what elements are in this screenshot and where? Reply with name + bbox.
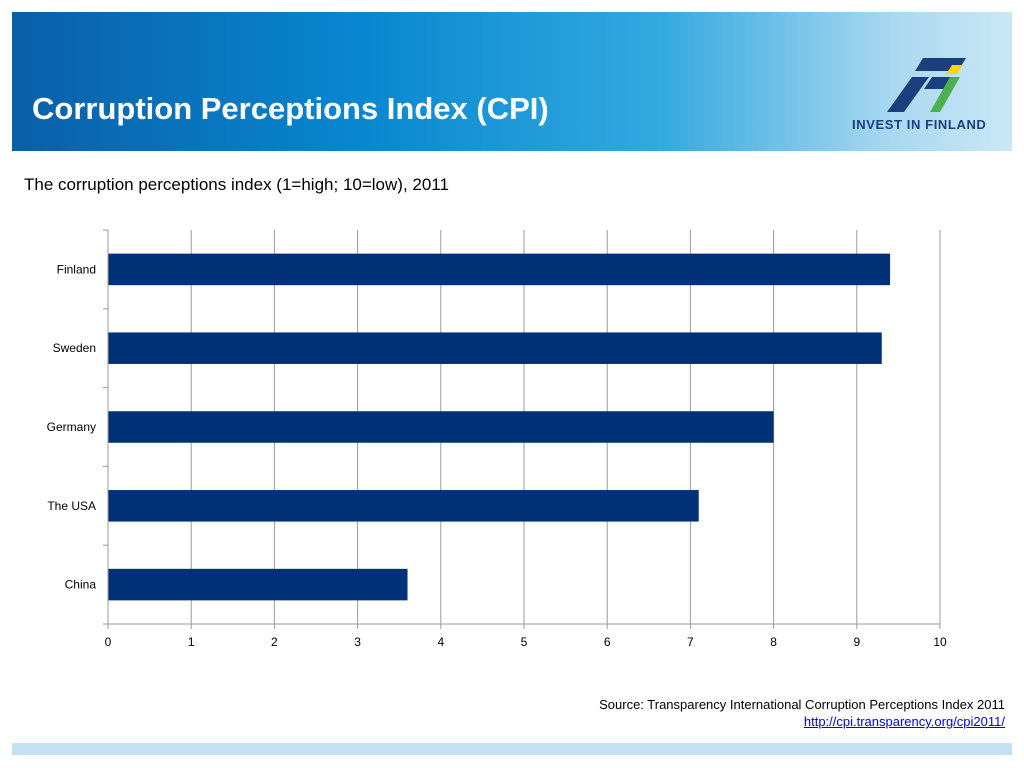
bar (108, 490, 699, 522)
logo-text: INVEST IN FINLAND (852, 117, 987, 132)
bar-chart: 0 1 2 3 4 5 6 7 8 9 10 Finland Sweden Germany The USA C… (47, 229, 947, 649)
x-tick-label: 7 (687, 635, 694, 649)
source-text: Source: Transparency International Corru… (599, 697, 1005, 712)
invest-in-finland-logo-icon (887, 58, 966, 112)
category-label: China (65, 578, 97, 592)
chart-subtitle: The corruption perceptions index (1=high… (24, 175, 449, 194)
invest-in-finland-logo: INVEST IN FINLAND (848, 44, 1008, 139)
category-label: The USA (47, 499, 96, 513)
page-title: Corruption Perceptions Index (CPI) (32, 91, 549, 126)
x-tick-label: 2 (271, 635, 278, 649)
x-tick-label: 8 (770, 635, 777, 649)
source-link[interactable]: http://cpi.transparency.org/cpi2011/ (803, 714, 1005, 729)
x-tick-label: 4 (437, 635, 444, 649)
bar (108, 411, 774, 443)
category-label: Finland (57, 262, 96, 276)
bar (108, 332, 882, 364)
category-label: Sweden (53, 341, 96, 355)
bar (108, 568, 408, 601)
x-tick-label: 10 (933, 635, 947, 649)
x-tick-label: 6 (604, 635, 611, 649)
x-tick-label: 0 (105, 635, 112, 649)
category-label: Germany (47, 420, 96, 434)
x-tick-label: 9 (853, 635, 860, 649)
footer-bar (12, 743, 1012, 755)
bar (108, 253, 891, 286)
x-tick-label: 1 (188, 635, 195, 649)
source-note: Source: Transparency International Corru… (599, 696, 1005, 730)
header-banner: Corruption Perceptions Index (CPI) INVES… (12, 12, 1012, 151)
x-tick-label: 5 (521, 635, 528, 649)
x-tick-label: 3 (354, 635, 361, 649)
